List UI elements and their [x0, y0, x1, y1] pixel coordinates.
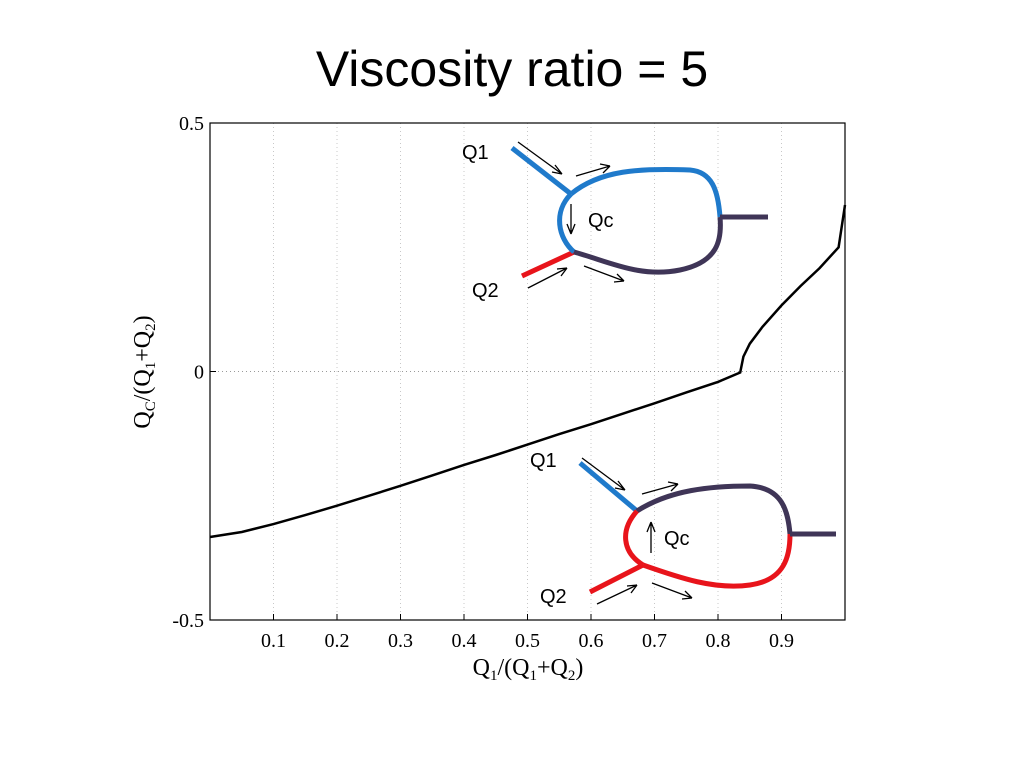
x-tick-label: 0.6	[579, 630, 604, 652]
label-q1-top: Q1	[462, 142, 489, 164]
label-qc-bottom: Qc	[664, 528, 690, 550]
label-q2-top: Q2	[472, 280, 499, 302]
upper-loop-branch	[569, 166, 723, 218]
inset-diagram-top: Q1 Qc Q2	[462, 141, 768, 302]
inset-diagram-bottom: Q1 Qc Q2	[530, 450, 836, 608]
q2-inlet-branch	[520, 249, 576, 279]
grid	[273, 123, 782, 620]
q1-inlet-branch	[578, 461, 639, 513]
connector-branch	[623, 509, 645, 568]
x-tick-label: 0.3	[388, 630, 413, 652]
x-tick-label: 0.9	[769, 630, 794, 652]
flow-arrows	[517, 141, 625, 289]
chart-title: Viscosity ratio = 5	[315, 41, 709, 97]
x-axis-label: Q1/(Q1+Q2)	[473, 655, 584, 684]
y-tick-label: -0.5	[172, 610, 204, 632]
y-tick-label: 0.5	[179, 113, 204, 135]
lower-loop-branch	[573, 216, 723, 275]
upper-loop-branch	[635, 483, 793, 535]
data-line	[209, 204, 847, 539]
x-tick-label: 0.4	[452, 630, 477, 652]
ticks: 0.1 0.2 0.3 0.4 0.5 0.6 0.7 0.8 0.9 0.5 0 -0.5	[172, 113, 794, 652]
label-qc-top: Qc	[588, 210, 614, 232]
q1-inlet-branch	[510, 146, 573, 196]
y-tick-label: 0	[194, 362, 204, 384]
x-tick-label: 0.8	[706, 630, 731, 652]
y-axis-label: QC/(Q1+Q2)	[130, 315, 159, 428]
label-q1-bottom: Q1	[530, 450, 557, 472]
q2-inlet-branch	[588, 562, 645, 595]
x-tick-label: 0.7	[642, 630, 667, 652]
x-tick-label: 0.2	[325, 630, 350, 652]
connector-branch	[557, 192, 576, 254]
x-tick-label: 0.5	[515, 630, 540, 652]
flow-arrows	[581, 457, 693, 605]
x-tick-label: 0.1	[261, 630, 286, 652]
label-q2-bottom: Q2	[540, 586, 567, 608]
lower-loop-branch	[642, 533, 793, 589]
